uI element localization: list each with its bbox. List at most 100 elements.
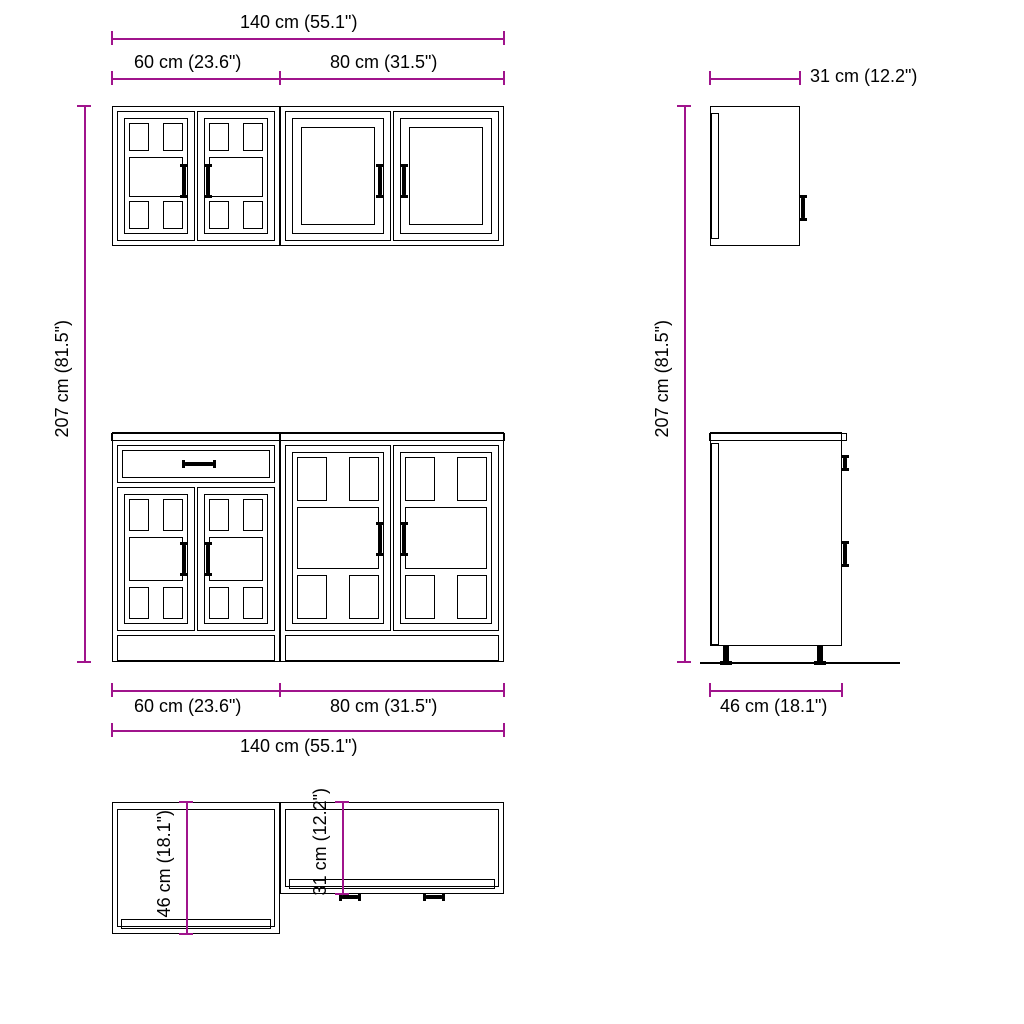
countertop (279, 433, 505, 441)
topview-front (121, 919, 271, 929)
ground-line (700, 662, 900, 664)
dim-total-width-bottom: 140 cm (55.1") (240, 736, 357, 757)
dim-cap (111, 723, 113, 737)
cabinet-door (197, 487, 275, 631)
dim-cap (677, 661, 691, 663)
door-panel (204, 118, 268, 234)
cabinet-leg (723, 645, 729, 661)
panel-slot (209, 123, 229, 151)
dim-total-width: 140 cm (55.1") (240, 12, 357, 33)
door-panel (292, 452, 384, 624)
panel-slot (209, 499, 229, 531)
door-handle (206, 544, 210, 574)
dim-line (684, 106, 686, 662)
lower-cabinet-left (112, 432, 280, 662)
side-panel (711, 113, 719, 239)
countertop (709, 433, 847, 441)
dim-cap (709, 683, 711, 697)
dim-cap (335, 801, 349, 803)
dim-cap (111, 683, 113, 697)
panel-slot (409, 127, 483, 225)
dim-upper-right-width: 80 cm (31.5") (330, 52, 437, 73)
dim-cap (77, 661, 91, 663)
cabinet-door (117, 111, 195, 241)
door-handle (801, 197, 805, 219)
dim-cap (279, 71, 281, 85)
door-panel (400, 118, 492, 234)
panel-slot (301, 127, 375, 225)
kickboard (117, 635, 275, 661)
drawer-handle (184, 462, 214, 466)
panel-slot (209, 201, 229, 229)
lower-cabinet-right (280, 432, 504, 662)
kickboard (285, 635, 499, 661)
panel-slot (129, 201, 149, 229)
panel-slot (349, 575, 379, 619)
door-handle (843, 543, 847, 565)
panel-slot (129, 537, 183, 581)
panel-slot (297, 507, 379, 569)
drawer-handle (843, 457, 847, 469)
panel-slot (297, 457, 327, 501)
dim-topview-left-depth: 46 cm (18.1") (154, 810, 175, 917)
dim-line (710, 690, 842, 692)
door-panel (124, 118, 188, 234)
dim-cap (799, 71, 801, 85)
panel-slot (243, 123, 263, 151)
upper-cabinet-right (280, 106, 504, 246)
dim-cap (279, 683, 281, 697)
dim-line (710, 78, 800, 80)
cabinet-door (285, 445, 391, 631)
dim-cap (503, 723, 505, 737)
dim-cap (503, 71, 505, 85)
countertop (111, 433, 281, 441)
panel-slot (405, 575, 435, 619)
panel-slot (243, 499, 263, 531)
panel-slot (349, 457, 379, 501)
door-handle (402, 524, 406, 554)
upper-cabinet-left (112, 106, 280, 246)
dim-lower-left-width: 60 cm (23.6") (134, 696, 241, 717)
dim-cap (503, 31, 505, 45)
door-handle (206, 166, 210, 196)
door-handle (425, 895, 443, 899)
dim-line (112, 690, 504, 692)
dim-line (342, 802, 344, 894)
door-handle (378, 166, 382, 196)
dim-cap (77, 105, 91, 107)
side-upper-cabinet (710, 106, 800, 246)
dim-line (112, 78, 504, 80)
dim-total-height: 207 cm (81.5") (52, 320, 73, 437)
drawer (117, 445, 275, 483)
panel-slot (129, 157, 183, 197)
dim-upper-left-width: 60 cm (23.6") (134, 52, 241, 73)
dim-cap (179, 801, 193, 803)
panel-slot (129, 499, 149, 531)
dim-side-height: 207 cm (81.5") (652, 320, 673, 437)
panel-slot (405, 457, 435, 501)
dim-line (186, 802, 188, 934)
cabinet-door (285, 111, 391, 241)
side-lower-cabinet (710, 432, 842, 646)
panel-slot (209, 587, 229, 619)
dim-cap (709, 71, 711, 85)
dim-cap (179, 933, 193, 935)
dim-lower-right-width: 80 cm (31.5") (330, 696, 437, 717)
door-panel (124, 494, 188, 624)
panel-slot (163, 201, 183, 229)
panel-slot (457, 575, 487, 619)
dim-cap (335, 893, 349, 895)
topview-left (112, 802, 280, 934)
door-handle (378, 524, 382, 554)
panel-slot (297, 575, 327, 619)
panel-slot (209, 537, 263, 581)
door-panel (292, 118, 384, 234)
panel-slot (209, 157, 263, 197)
door-panel (204, 494, 268, 624)
dim-cap (677, 105, 691, 107)
cabinet-door (117, 487, 195, 631)
cabinet-door (197, 111, 275, 241)
cabinet-door (393, 111, 499, 241)
topview-border (117, 809, 275, 927)
panel-slot (163, 499, 183, 531)
